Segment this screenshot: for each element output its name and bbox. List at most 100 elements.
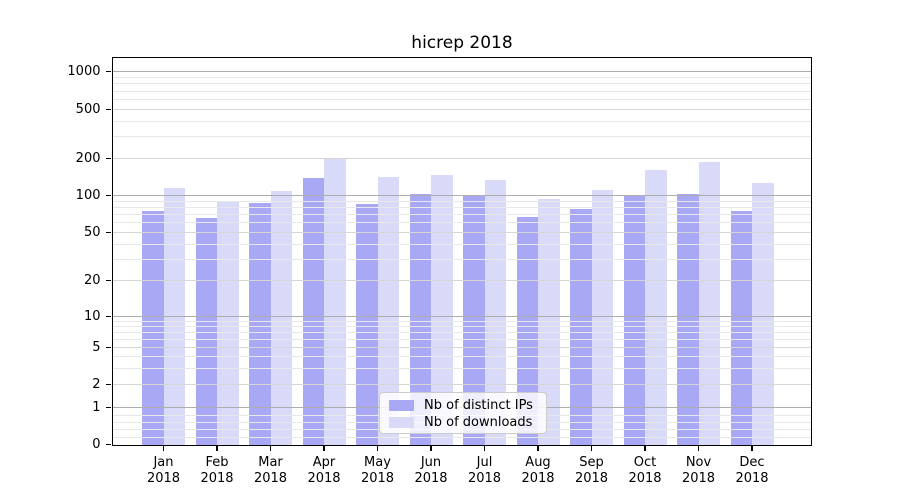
bar-distinct-ips [195,217,217,445]
y-tick-mark [105,347,111,349]
legend-item: Nb of downloads [389,414,538,431]
bar-downloads [217,200,239,445]
y-tick-label: 10 [83,308,101,324]
y-tick-label: 200 [75,151,101,166]
x-tick-mark [269,446,272,451]
y-tick-mark [105,157,111,160]
x-tick-mark [697,446,700,451]
bar-downloads [645,170,667,445]
bar-distinct-ips [142,210,164,445]
gridline [112,315,811,317]
y-tick-mark [105,194,111,197]
bar-distinct-ips [730,210,752,445]
gridline [112,367,811,369]
x-tick-label: Mar 2018 [253,454,288,486]
bar-distinct-ips [409,193,431,445]
x-tick-label: Jun 2018 [414,454,448,486]
x-tick-mark [216,446,218,451]
gridline [112,158,811,159]
gridline [112,200,811,202]
x-tick-label: Oct 2018 [628,454,662,486]
bar-downloads [698,162,720,445]
x-tick-mark [162,446,165,451]
x-tick-label: Jul 2018 [467,454,502,486]
bar-downloads [538,198,560,445]
x-tick-label: Nov 2018 [681,454,716,486]
y-tick-mark [105,407,111,409]
y-tick-mark [105,280,111,282]
y-tick-mark [105,109,111,111]
chart-title: hicrep 2018 [411,33,513,53]
y-tick-label: 5 [92,340,101,356]
gridline [112,243,811,245]
bar-downloads [431,174,453,445]
legend-item: Nb of distinct IPs [389,397,538,414]
y-tick-label: 20 [83,273,101,289]
x-tick-mark [537,446,539,451]
y-tick-label: 500 [75,102,101,118]
bar-distinct-ips [463,195,485,445]
x-tick-label: May 2018 [360,454,395,486]
gridline [112,83,811,85]
x-tick-mark [376,446,379,451]
x-tick-mark [430,446,432,451]
y-tick-label: 100 [75,188,101,203]
gridline [112,109,811,111]
y-tick-mark [105,443,111,446]
x-tick-label: Feb 2018 [200,454,234,486]
y-tick-label: 1000 [67,63,101,79]
gridline [112,347,811,349]
bar-downloads [377,176,399,445]
gridline [112,384,811,386]
gridline [112,136,811,138]
x-tick-mark [590,446,593,451]
gridline [112,222,811,224]
y-tick-label: 50 [83,225,101,240]
legend-label: Nb of downloads [424,415,533,430]
gridline [112,280,811,282]
legend-swatch-distinct-ips [389,400,414,411]
bar-distinct-ips [302,177,324,445]
gridline [112,258,811,260]
x-tick-mark [483,446,486,451]
x-tick-label: Jan 2018 [146,454,181,486]
gridline [112,99,811,101]
y-tick-label: 2 [92,377,101,393]
x-tick-mark [644,446,646,451]
y-tick-mark [105,70,111,72]
gridline [112,232,811,233]
gridline [112,338,811,340]
gridline [112,90,811,92]
legend-swatch-downloads [389,417,414,428]
gridline [112,436,811,438]
bar-downloads [752,183,774,445]
bar-downloads [324,158,346,445]
bar-distinct-ips [623,195,645,445]
bar-downloads [270,191,292,445]
gridline [112,76,811,78]
y-tick-label: 0 [92,437,101,452]
x-tick-label: Aug 2018 [521,454,555,486]
y-tick-mark [105,384,111,386]
x-tick-label: Sep 2018 [574,454,609,486]
gridline [112,195,811,196]
bar-distinct-ips [356,203,378,445]
bar-distinct-ips [677,193,699,445]
gridline [112,70,811,72]
y-tick-mark [105,231,111,234]
gridline [112,214,811,216]
gridline [112,206,811,208]
x-tick-mark [751,446,753,451]
bar-downloads [484,180,506,445]
plot-area: 1000 500 200 100 50 20 10 5 2 1 0 Jan 2018 Feb 2018 M… [67,56,812,486]
bar-downloads [591,190,613,445]
x-tick-label: Dec 2018 [735,454,769,486]
gridline [112,325,811,327]
y-tick-label: 1 [92,400,101,416]
legend: Nb of distinct IPs Nb of downloads [379,392,547,434]
bar-distinct-ips [249,202,271,445]
bar-distinct-ips [516,216,538,445]
gridline [112,331,811,333]
x-tick-mark [323,446,325,451]
